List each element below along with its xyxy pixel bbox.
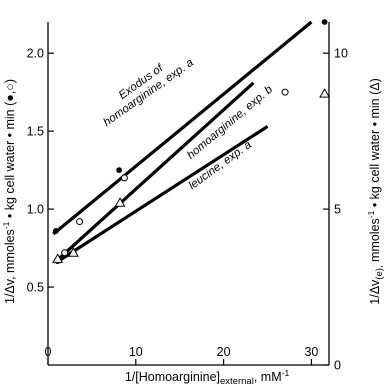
fit-line-3 [55, 125, 269, 264]
y-right-tick-label: 5 [334, 203, 341, 217]
data-point-open-circle [120, 174, 128, 182]
axes: 0 10 20 30 0.5 1.0 1.5 2.0 0 5 10 [27, 22, 348, 373]
data-point-open-circle [76, 218, 84, 226]
x-tick-label: 10 [129, 345, 143, 359]
y-right-axis-label: 1/Δv(e), mmoles-1 • kg cell water • min … [366, 78, 385, 304]
y-right-tick-label: 0 [334, 359, 341, 373]
data-point-open-circle [281, 88, 289, 96]
x-tick-label: 20 [217, 345, 231, 359]
y-right-tick-label: 10 [334, 47, 348, 61]
data-point-filled-circle [116, 167, 123, 174]
x-axis-label: 1/[Homoarginine]external, mM-1 [125, 368, 290, 385]
data-markers [52, 19, 331, 265]
data-point-filled-circle [321, 19, 328, 25]
y-left-axis-label: 1/Δv, mmoles-1 • kg cell water • min (●,… [1, 79, 17, 304]
axis-labels: 1/[Homoarginine]external, mM-1 1/Δv, mmol… [1, 78, 385, 385]
annotation-text: homoarginine, exp. a [101, 57, 195, 129]
y-left-tick-label: 1.0 [27, 203, 44, 217]
data-point-open-triangle [52, 253, 64, 263]
data-point-filled-circle [53, 228, 59, 234]
fit-lines [52, 20, 313, 264]
y-left-tick-label: 2.0 [27, 47, 44, 61]
x-tick-label: 0 [45, 345, 52, 359]
data-point-open-triangle [319, 88, 331, 98]
data-point-open-triangle [114, 197, 126, 207]
fit-line-2 [55, 81, 255, 262]
x-tick-label: 30 [304, 345, 318, 359]
data-point-open-triangle [68, 247, 79, 257]
y-left-tick-label: 1.5 [27, 125, 44, 139]
data-point-open-circle [61, 249, 69, 257]
fit-line-1 [52, 20, 313, 236]
y-left-tick-label: 0.5 [27, 281, 44, 295]
